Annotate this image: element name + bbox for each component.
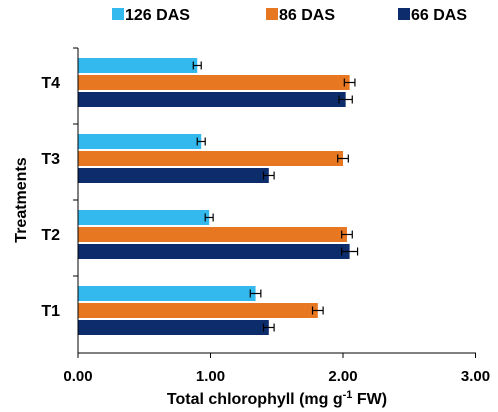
legend-label-2: 66 DAS: [411, 7, 467, 24]
bar-T4-2: [78, 92, 346, 107]
bar-T3-2: [78, 168, 269, 183]
x-ticks: 0.00 1.00 2.00 3.00: [63, 353, 490, 385]
legend-label-1: 86 DAS: [279, 7, 335, 24]
bars-group: [78, 58, 359, 335]
category-label-T4: T4: [41, 75, 60, 92]
bar-T4-0: [78, 58, 198, 73]
x-tick-label-2: 2.00: [328, 368, 357, 385]
legend-swatch-2: [398, 8, 410, 20]
bar-T2-1: [78, 227, 347, 242]
x-tick-label-0: 0.00: [63, 368, 92, 385]
bar-T2-2: [78, 244, 350, 259]
category-label-T2: T2: [41, 227, 60, 244]
x-axis-title-superscript: -1: [343, 389, 353, 401]
bar-T3-1: [78, 151, 343, 166]
legend-swatch-0: [112, 8, 124, 20]
x-tick-label-3: 3.00: [461, 368, 490, 385]
y-axis-title: Treatments: [13, 157, 30, 242]
x-axis-title-tail: FW): [352, 391, 387, 408]
y-categories: T1 T2 T3 T4: [41, 47, 78, 320]
x-tick-label-1: 1.00: [196, 368, 225, 385]
legend: 126 DAS 86 DAS 66 DAS: [112, 7, 467, 24]
legend-label-0: 126 DAS: [125, 7, 190, 24]
category-label-T1: T1: [41, 303, 60, 320]
bar-T1-0: [78, 286, 256, 301]
bar-T4-1: [78, 75, 350, 90]
category-label-T3: T3: [41, 151, 60, 168]
bar-T1-1: [78, 303, 318, 318]
x-axis-title: Total chlorophyll (mg g-1 FW): [167, 389, 387, 408]
legend-swatch-1: [266, 8, 278, 20]
bar-T3-0: [78, 134, 202, 149]
bar-T2-0: [78, 210, 210, 225]
bar-T1-2: [78, 320, 269, 335]
